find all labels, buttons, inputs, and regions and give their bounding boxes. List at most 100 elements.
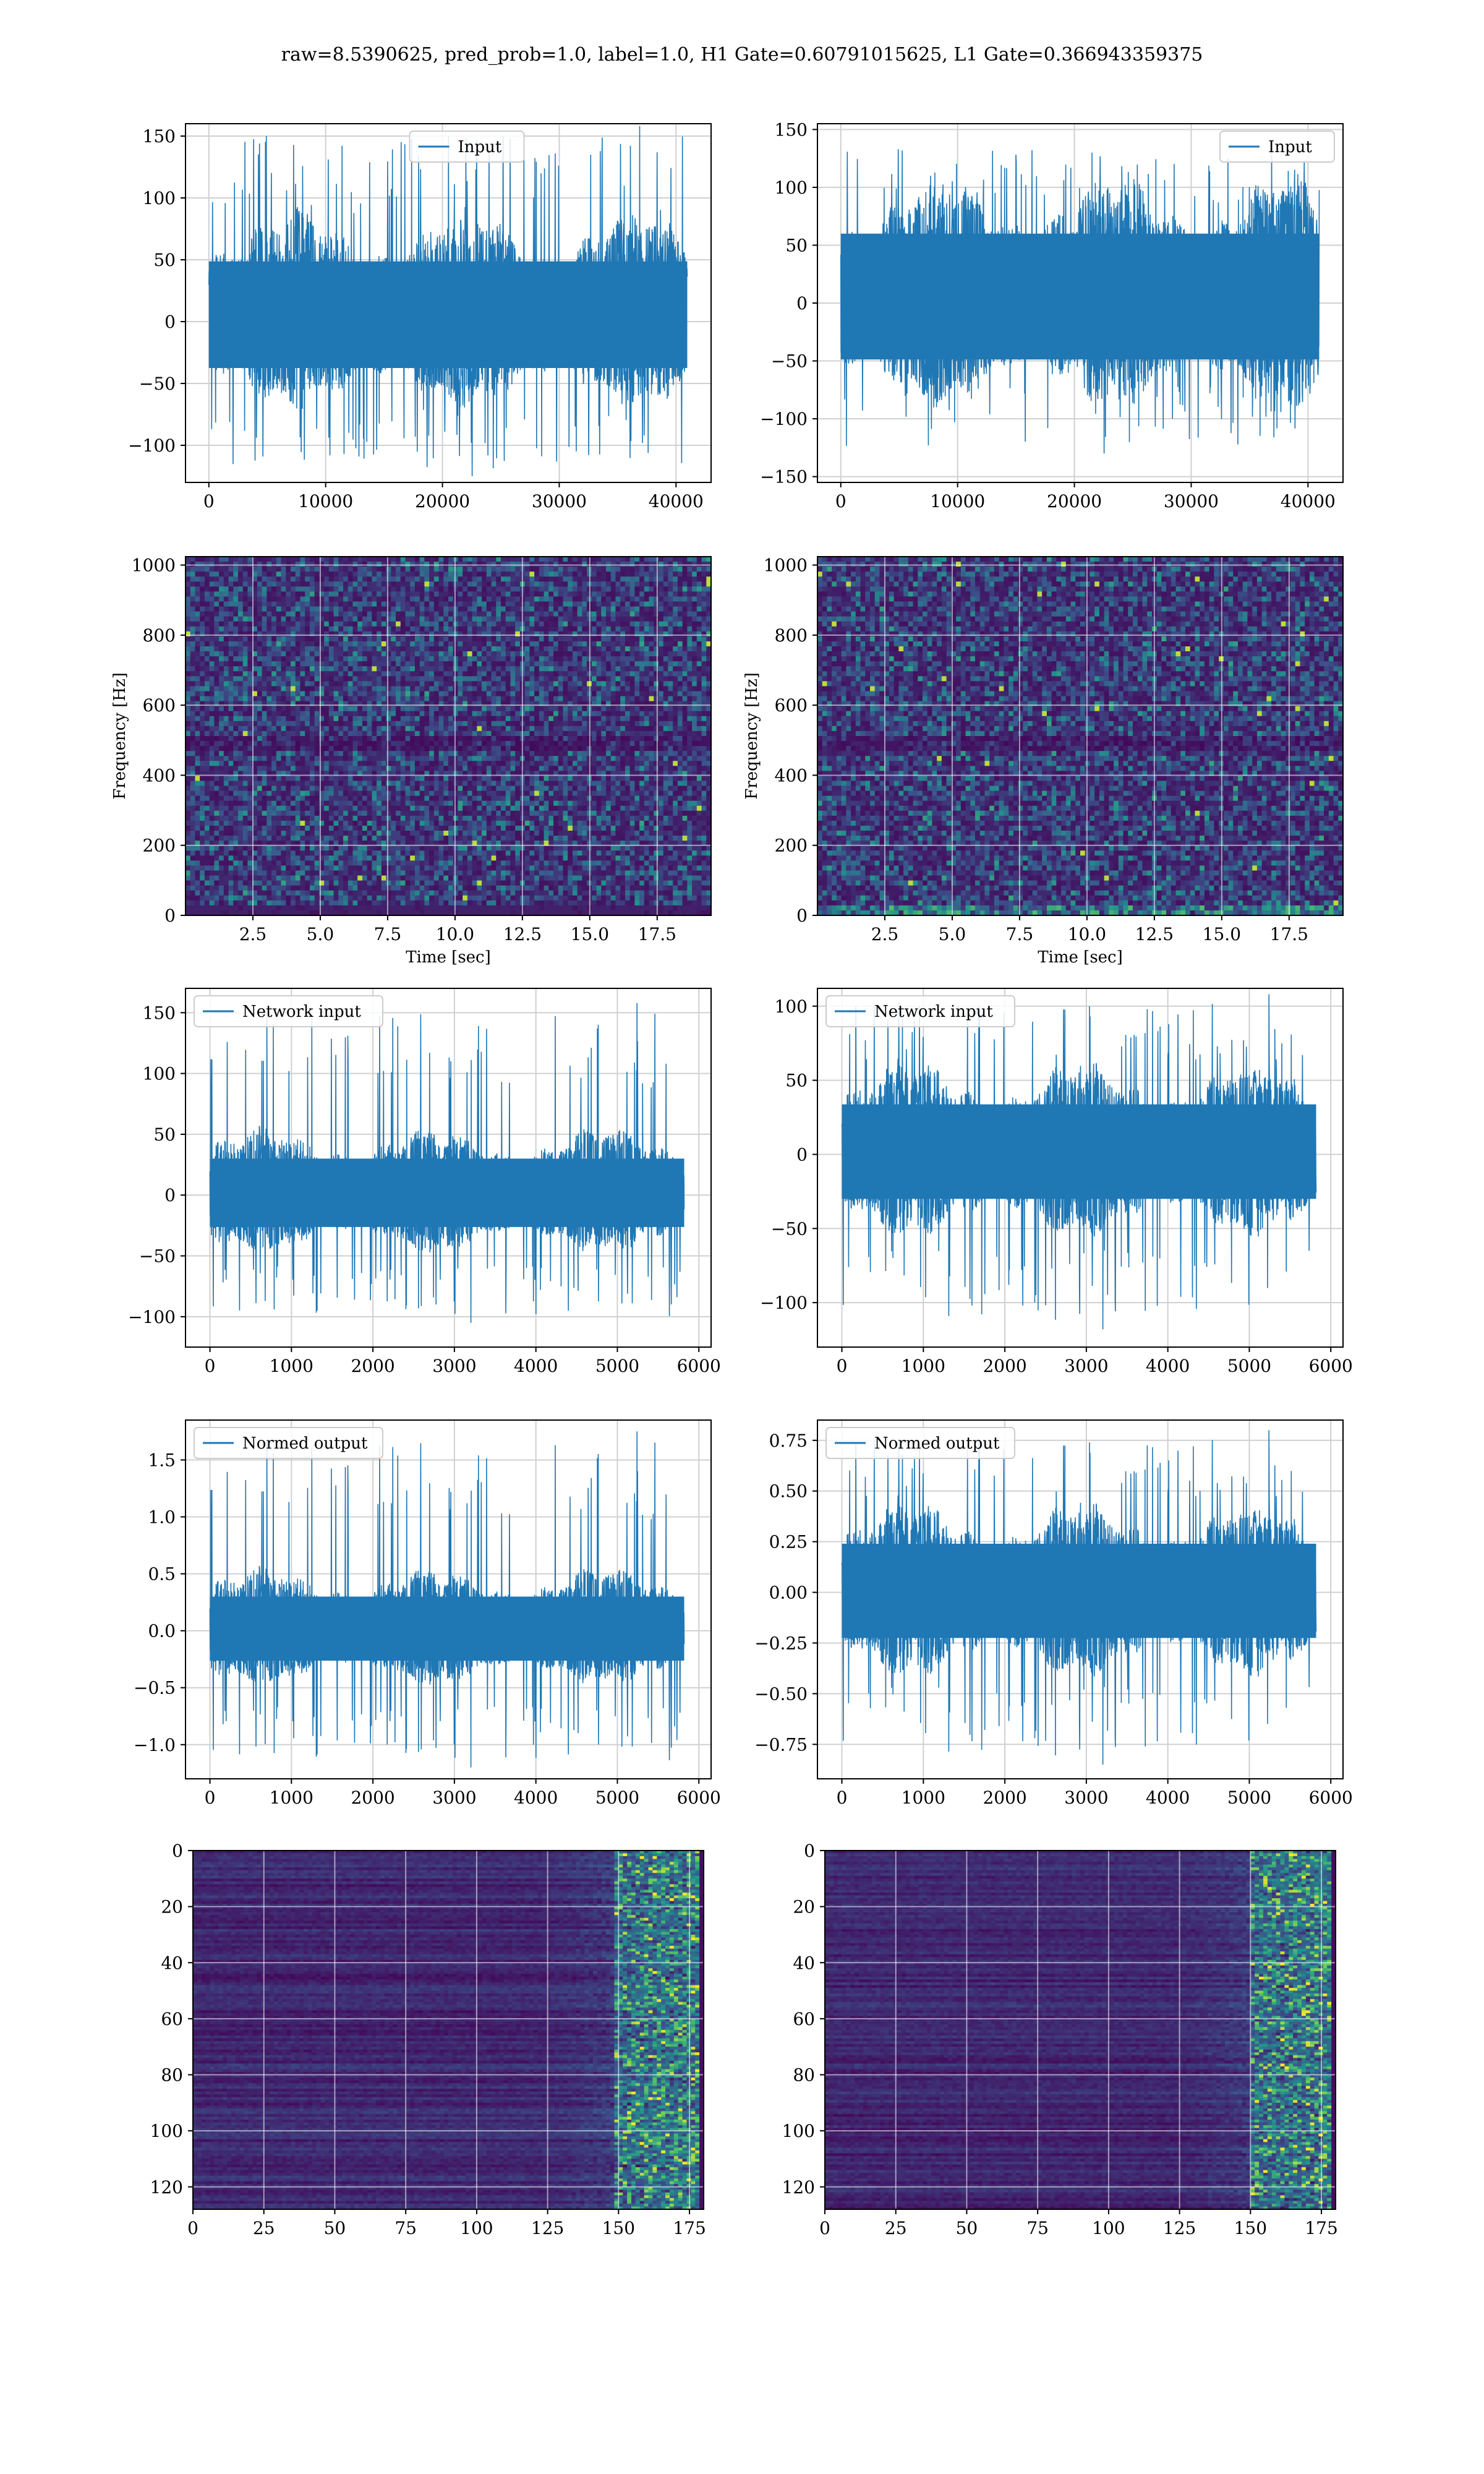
y-tick-label: 60 bbox=[161, 2009, 183, 2029]
y-tick-label: 120 bbox=[150, 2177, 183, 2198]
y-tick-label: 1000 bbox=[764, 555, 808, 576]
y-tick-label: −100 bbox=[760, 1293, 808, 1313]
x-tick-label: 20000 bbox=[1047, 491, 1102, 511]
legend-label: Network input bbox=[242, 1003, 361, 1021]
x-tick-label: 6000 bbox=[1309, 1356, 1353, 1376]
l1-network-input-panel: 0 1000 2000 3000 4000 5000 6000 −100 −50 0 50 100 Ne… bbox=[760, 988, 1353, 1376]
y-tick-label: 100 bbox=[150, 2121, 183, 2141]
y-tick-label: −50 bbox=[771, 1218, 808, 1239]
y-tick-label: −50 bbox=[139, 374, 176, 394]
legend-label: Input bbox=[1268, 138, 1312, 156]
x-tick-label: 5000 bbox=[1227, 1356, 1271, 1376]
l1-spectrogram-grid bbox=[817, 557, 1343, 915]
x-tick-label: 0 bbox=[819, 2218, 830, 2238]
y-tick-label: 400 bbox=[775, 765, 808, 785]
l1-spectrogram-plot-area bbox=[817, 557, 1343, 915]
x-tick-label: 175 bbox=[1305, 2218, 1337, 2238]
x-tick-label: 5.0 bbox=[307, 924, 335, 944]
y-tick-label: 600 bbox=[775, 695, 808, 716]
y-tick-label: 200 bbox=[775, 836, 808, 856]
y-tick-label: 150 bbox=[143, 1003, 176, 1023]
y-tick-label: −0.5 bbox=[134, 1678, 176, 1698]
h1-input-legend: Input bbox=[409, 131, 525, 163]
y-tick-label: −0.50 bbox=[754, 1684, 808, 1704]
y-tick-label: −0.25 bbox=[754, 1633, 808, 1653]
h1-input-ticks: 0 10000 20000 30000 40000 −100 −50 0 50 100 150 bbox=[128, 126, 704, 511]
l1-spectrogram-cells bbox=[817, 557, 1343, 915]
h1-network-input-legend: Network input bbox=[194, 995, 383, 1027]
x-tick-label: 0 bbox=[205, 1356, 216, 1376]
y-tick-label: 0 bbox=[796, 1144, 808, 1165]
x-tick-label: 50 bbox=[324, 2218, 346, 2238]
x-tick-label: 1000 bbox=[270, 1787, 313, 1808]
l1-normed-output-plot-area bbox=[817, 1420, 1343, 1779]
h1-spectrogram-grid bbox=[186, 557, 711, 915]
l1-feature-map-axes-frame bbox=[824, 1850, 1336, 2210]
y-tick-label: 600 bbox=[143, 695, 176, 716]
x-tick-label: 5.0 bbox=[939, 924, 966, 944]
x-tick-label: 3000 bbox=[1064, 1356, 1108, 1376]
h1-feature-map-plot-area bbox=[193, 1851, 704, 2209]
y-tick-label: 40 bbox=[161, 1953, 183, 1973]
l1-feature-map-ticks: 0 25 50 75 100 125 150 175 0 20 40 60 80 100 120 bbox=[782, 1841, 1338, 2238]
y-tick-label: 100 bbox=[143, 188, 176, 208]
x-tick-label: 10.0 bbox=[436, 924, 474, 944]
y-tick-label: 120 bbox=[782, 2177, 815, 2198]
y-tick-label: 0.0 bbox=[148, 1621, 176, 1641]
l1-network-input-ticks: 0 1000 2000 3000 4000 5000 6000 −100 −50 0 50 100 bbox=[760, 996, 1353, 1376]
l1-normed-output-panel: 0 1000 2000 3000 4000 5000 6000 −0.75 −0.50 −0.25… bbox=[754, 1419, 1353, 1808]
y-tick-label: 40 bbox=[793, 1953, 815, 1973]
x-tick-label: 7.5 bbox=[1006, 924, 1034, 944]
h1-spectrogram-axes-frame bbox=[185, 556, 712, 916]
l1-spectrogram-xlabel: Time [sec] bbox=[1038, 948, 1123, 967]
h1-network-input-axes-frame bbox=[185, 988, 712, 1348]
x-tick-label: 0 bbox=[187, 2218, 198, 2238]
x-tick-label: 12.5 bbox=[503, 924, 542, 944]
x-tick-label: 1000 bbox=[270, 1356, 313, 1376]
x-tick-label: 75 bbox=[394, 2218, 417, 2238]
y-tick-label: 20 bbox=[793, 1897, 815, 1917]
x-tick-label: 75 bbox=[1026, 2218, 1049, 2238]
x-tick-label: 30000 bbox=[1164, 491, 1219, 511]
y-tick-label: 0 bbox=[804, 1841, 815, 1861]
x-tick-label: 0 bbox=[203, 491, 215, 511]
y-tick-label: 100 bbox=[143, 1064, 176, 1084]
y-tick-label: 0 bbox=[796, 905, 808, 926]
x-tick-label: 5000 bbox=[595, 1356, 639, 1376]
y-tick-label: 50 bbox=[153, 1124, 176, 1145]
h1-spectrogram-panel: 2.5 5.0 7.5 10.0 12.5 15.0 17.5 0 200 400 600 800 10… bbox=[111, 555, 712, 967]
h1-feature-map-ticks: 0 25 50 75 100 125 150 175 0 20 40 60 80 100 120 bbox=[150, 1841, 706, 2238]
x-tick-label: 50 bbox=[956, 2218, 978, 2238]
x-tick-label: 12.5 bbox=[1135, 924, 1174, 944]
y-tick-label: 0.00 bbox=[769, 1583, 808, 1603]
y-tick-label: 50 bbox=[785, 1071, 808, 1091]
y-tick-label: 0 bbox=[172, 1841, 183, 1861]
y-tick-label: 0.5 bbox=[148, 1564, 176, 1585]
x-tick-label: 2000 bbox=[983, 1787, 1026, 1808]
x-tick-label: 3000 bbox=[432, 1787, 476, 1808]
y-tick-label: 400 bbox=[143, 765, 176, 785]
h1-spectrogram-ylabel: Frequency [Hz] bbox=[111, 672, 129, 800]
l1-input-panel: 0 10000 20000 30000 40000 −150 −100 −50 0 50 100 15… bbox=[760, 119, 1344, 511]
h1-network-input-series-band bbox=[210, 1158, 684, 1227]
legend-label: Network input bbox=[874, 1003, 993, 1021]
y-tick-label: −150 bbox=[760, 467, 808, 487]
y-tick-label: 80 bbox=[161, 2065, 183, 2086]
x-tick-label: 10000 bbox=[298, 491, 353, 511]
x-tick-label: 4000 bbox=[514, 1787, 558, 1808]
x-tick-label: 125 bbox=[531, 2218, 564, 2238]
h1-input-series-band bbox=[208, 261, 688, 368]
x-tick-label: 6000 bbox=[677, 1787, 721, 1808]
x-tick-label: 2.5 bbox=[871, 924, 899, 944]
h1-feature-map-cells bbox=[193, 1851, 704, 2209]
l1-input-legend: Input bbox=[1219, 131, 1335, 163]
x-tick-label: 10.0 bbox=[1068, 924, 1106, 944]
h1-spectrogram-ticks: 2.5 5.0 7.5 10.0 12.5 15.0 17.5 0 200 400 600 800 10… bbox=[132, 555, 676, 944]
x-tick-label: 150 bbox=[1234, 2218, 1267, 2238]
y-tick-label: 1000 bbox=[132, 555, 176, 576]
y-tick-label: 100 bbox=[782, 2121, 815, 2141]
x-tick-label: 0 bbox=[205, 1787, 216, 1808]
x-tick-label: 25 bbox=[885, 2218, 907, 2238]
h1-normed-output-axes-frame bbox=[185, 1419, 712, 1779]
